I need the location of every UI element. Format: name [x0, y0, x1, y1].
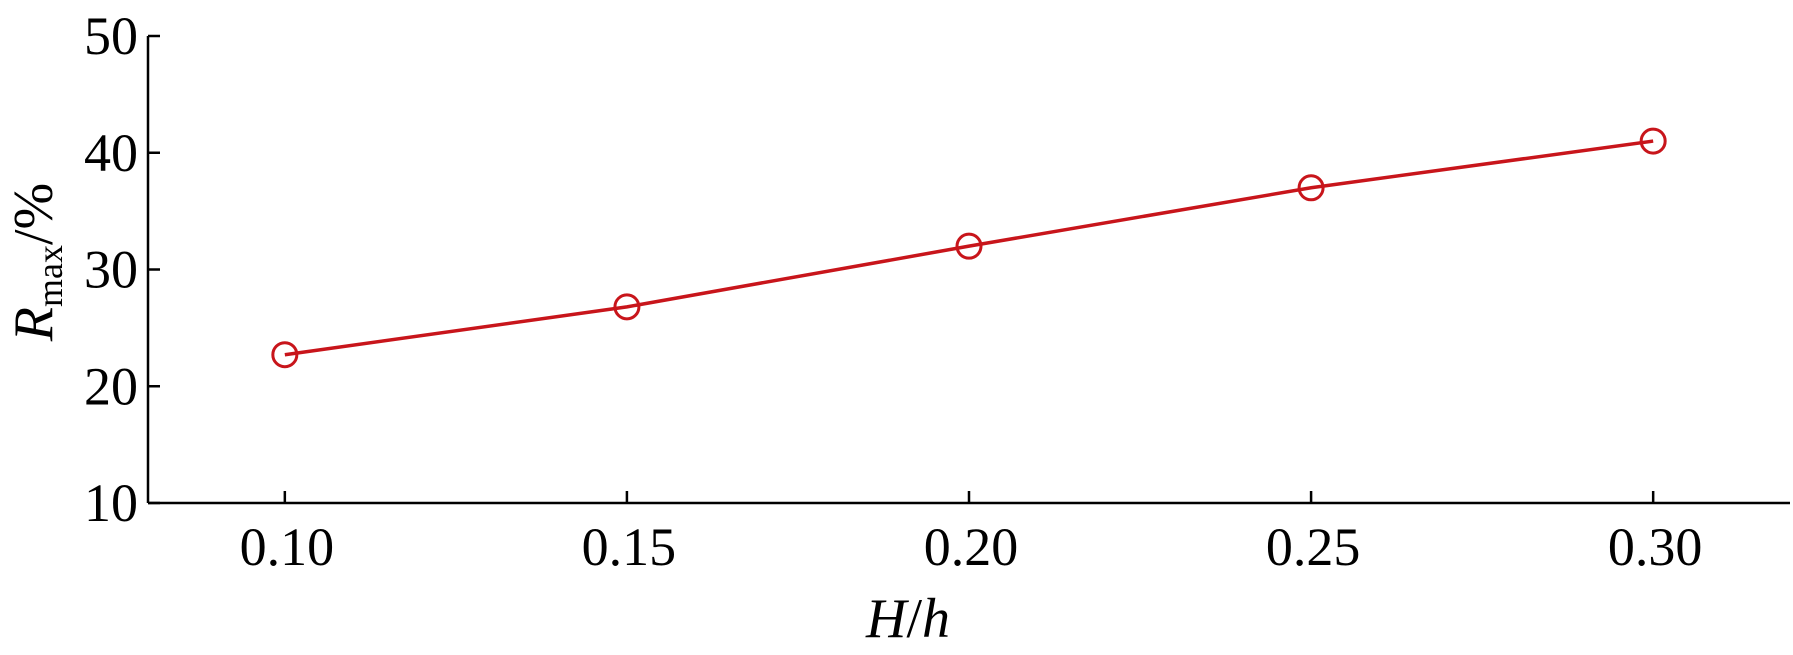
x-tick-label: 0.20 — [924, 517, 1019, 577]
data-point-marker — [1639, 127, 1667, 155]
y-axis-title-unit: /% — [3, 183, 65, 245]
data-point-marker — [1297, 174, 1325, 202]
x-tick-label: 0.10 — [240, 517, 335, 577]
x-tick-label: 0.15 — [582, 517, 677, 577]
axes — [146, 36, 1790, 505]
y-axis-title-subscript: max — [30, 245, 70, 307]
x-tick-label: 0.30 — [1608, 517, 1703, 577]
data-point-marker — [271, 341, 299, 369]
data-point-marker — [955, 232, 983, 260]
y-axis-title-main: R — [3, 307, 65, 342]
x-axis-title-sep: / — [906, 588, 922, 650]
x-axis-title-sub: h — [922, 588, 950, 650]
y-tick-label: 30 — [84, 240, 138, 300]
series-layer — [271, 127, 1667, 369]
y-tick-label: 40 — [84, 123, 138, 183]
y-axis-title: Rmax/% — [3, 183, 70, 342]
data-point-marker — [613, 293, 641, 321]
x-ticks: 0.10 0.15 0.20 0.25 0.30 — [240, 491, 1703, 577]
x-axis-title: H/h — [865, 588, 950, 650]
y-tick-label: 20 — [84, 356, 138, 416]
x-axis-title-main: H — [865, 588, 909, 650]
series-line — [284, 139, 1654, 357]
x-tick-label: 0.25 — [1266, 517, 1361, 577]
y-tick-label: 50 — [84, 6, 138, 66]
y-ticks: 10 20 30 40 50 — [84, 6, 160, 533]
y-tick-label: 10 — [84, 473, 138, 533]
